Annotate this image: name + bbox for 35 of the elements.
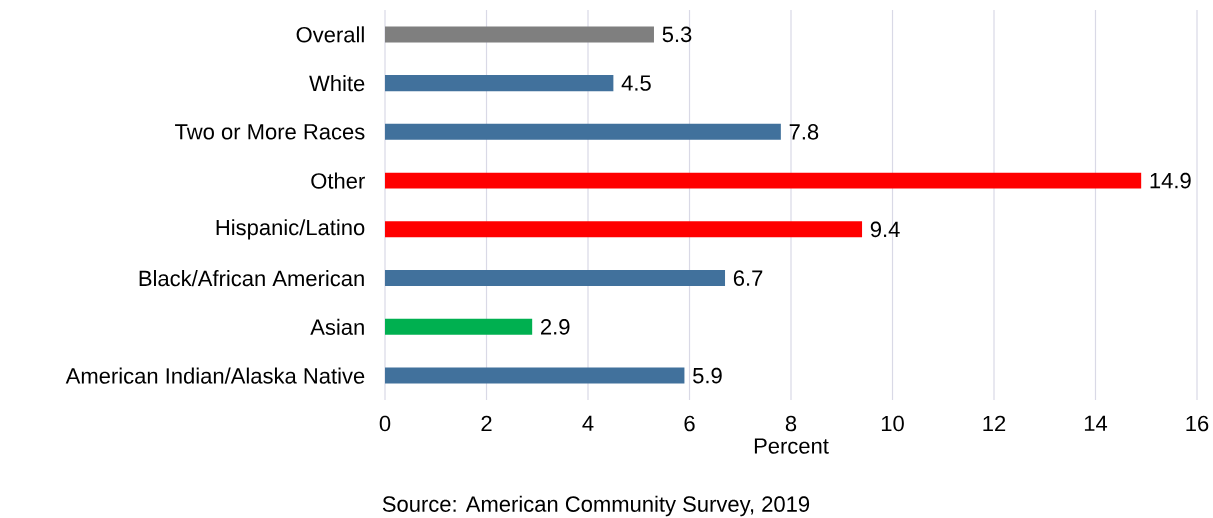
x-tick-label: 14 [1084,415,1108,431]
data-label: 5.9 [693,367,722,384]
x-axis-title: Percent [754,438,829,454]
source-note: Source: American Community Survey, 2019 [382,495,810,517]
x-tick-label: 8 [785,415,797,432]
x-tick-label: 6 [684,415,695,432]
data-label: 9.4 [870,221,900,238]
y-tick-label: Black/African American [139,270,364,287]
bar [385,172,1142,189]
y-tick-label: Hispanic/Latino [216,219,365,240]
data-label: 2.9 [541,319,570,335]
x-tick-label: 16 [1186,415,1209,432]
x-tick-label: 0 [379,415,391,432]
bar [385,270,726,287]
y-tick-label: Asian [310,318,364,335]
bar [385,26,654,43]
data-label: 5.3 [662,26,692,43]
bar [385,75,614,92]
data-label: 14.9 [1150,172,1191,189]
bar [385,221,863,238]
y-tick-label: Other [311,172,365,189]
data-label: 7.8 [789,124,819,140]
y-tick-label: American Indian/Alaska Native [65,367,365,384]
x-tick-label: 4 [582,415,594,431]
y-tick-label: Overall [296,26,364,43]
x-tick-label: 2 [481,415,492,432]
bar [385,318,533,335]
bar [385,123,781,140]
bar [385,367,685,384]
x-tick-label: 12 [983,415,1006,432]
data-label: 6.7 [733,270,763,286]
y-tick-label: White [309,75,365,92]
y-tick-label: Two or More Races [175,124,365,140]
x-tick-label: 10 [881,415,904,432]
data-label: 4.5 [621,75,651,91]
